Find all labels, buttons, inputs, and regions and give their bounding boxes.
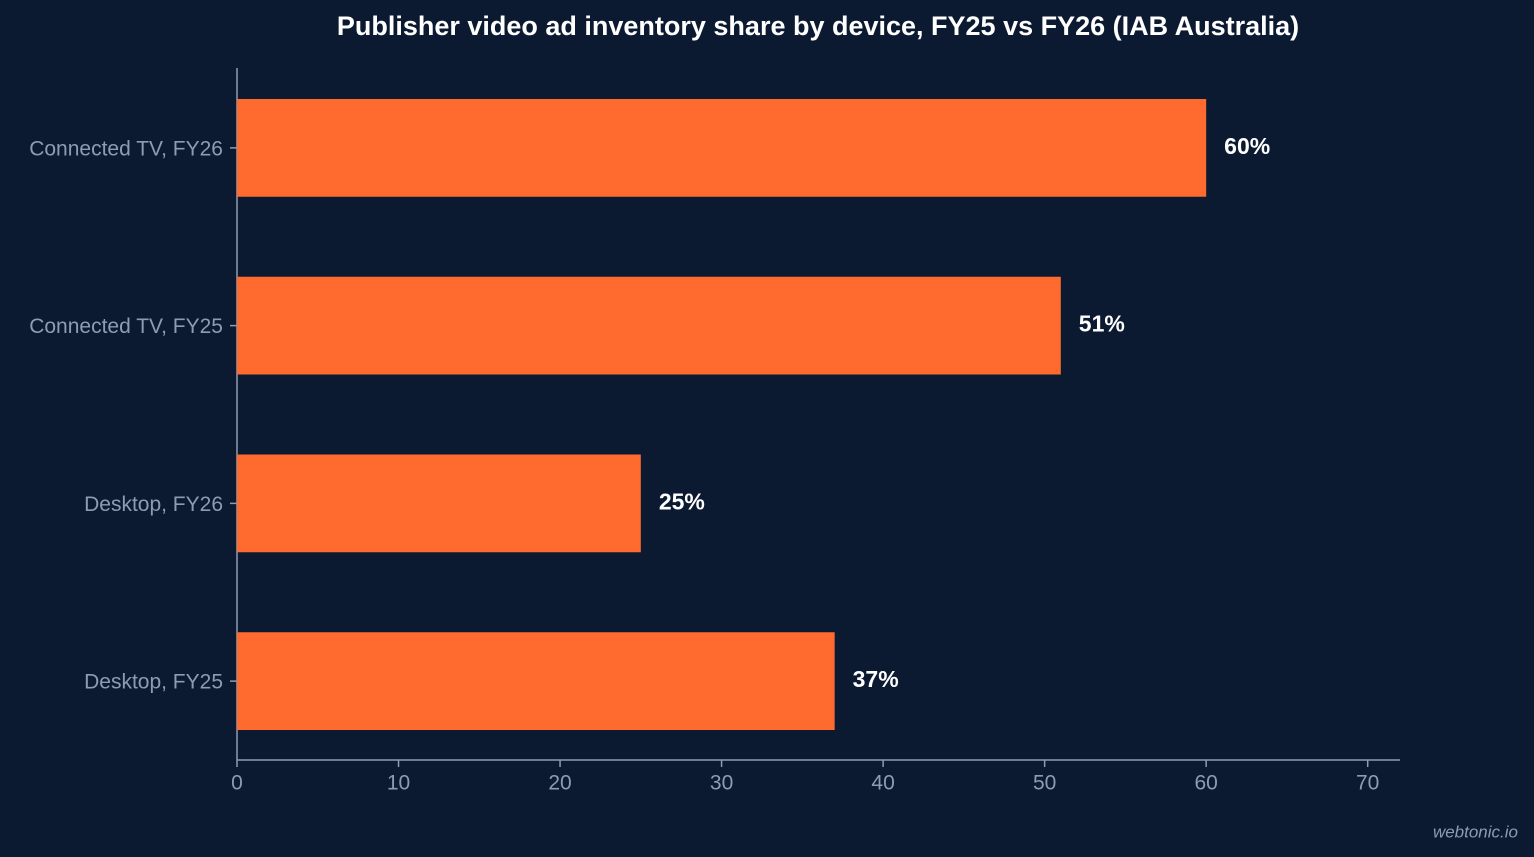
bar: [237, 98, 1207, 197]
y-tick-label: Desktop, FY25: [84, 671, 223, 694]
watermark: webtonic.io: [1433, 822, 1518, 841]
y-tick-label: Connected TV, FY25: [29, 315, 223, 338]
x-tick-label: 60: [1194, 772, 1217, 795]
bar: [237, 276, 1061, 375]
x-tick-label: 50: [1033, 772, 1056, 795]
x-tick-label: 0: [231, 772, 243, 795]
x-tick-label: 70: [1356, 772, 1379, 795]
value-label: 25%: [659, 488, 705, 514]
x-tick-label: 10: [387, 772, 410, 795]
bar: [237, 632, 835, 731]
bar: [237, 454, 641, 553]
value-label: 60%: [1224, 133, 1270, 159]
value-label: 37%: [853, 666, 899, 692]
value-label: 51%: [1079, 311, 1125, 337]
y-tick-label: Connected TV, FY26: [29, 137, 223, 160]
x-tick-label: 20: [548, 772, 571, 795]
chart-title: Publisher video ad inventory share by de…: [337, 11, 1299, 41]
x-tick-label: 30: [710, 772, 733, 795]
x-tick-label: 40: [871, 772, 894, 795]
y-tick-label: Desktop, FY26: [84, 493, 223, 516]
